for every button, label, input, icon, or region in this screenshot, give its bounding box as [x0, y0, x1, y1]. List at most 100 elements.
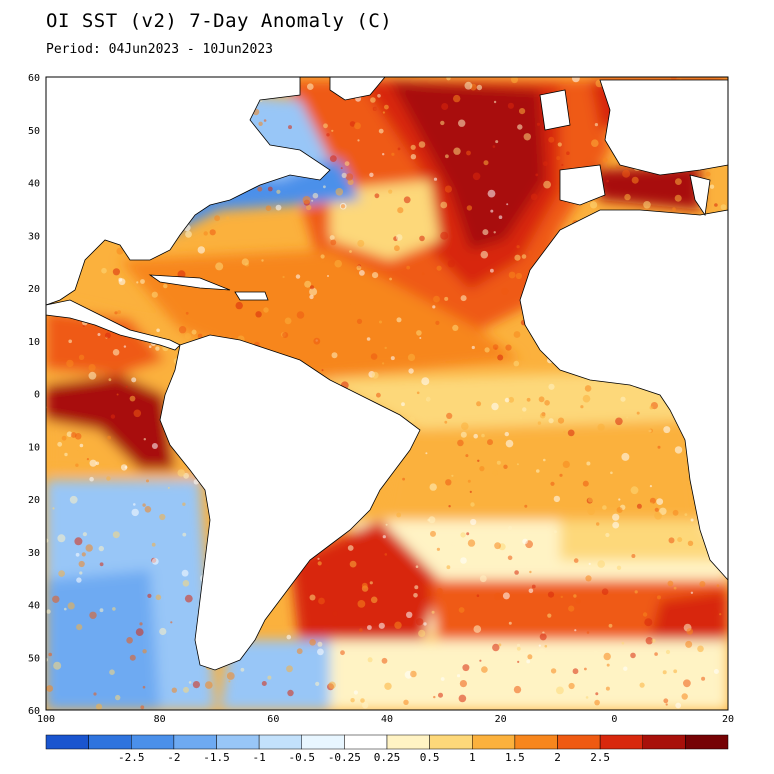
speckle — [309, 294, 314, 300]
colorbar-label: 0.5 — [420, 751, 440, 764]
speckle — [460, 295, 467, 302]
speckle — [78, 560, 85, 568]
speckle — [425, 452, 428, 455]
speckle — [331, 129, 334, 132]
lon-tick-label: 80 — [154, 714, 166, 725]
speckle — [99, 608, 104, 613]
speckle — [654, 511, 662, 520]
speckle — [461, 422, 469, 431]
speckle — [620, 396, 626, 402]
speckle — [615, 417, 623, 426]
speckle — [716, 584, 720, 587]
speckle — [182, 532, 187, 537]
speckle — [467, 539, 476, 547]
lon-tick-label: 100 — [37, 714, 55, 725]
speckle — [382, 535, 386, 539]
speckle — [621, 452, 630, 461]
speckle — [131, 377, 137, 383]
speckle — [684, 513, 688, 516]
speckle — [95, 703, 103, 710]
speckle — [470, 502, 475, 507]
speckle — [556, 686, 564, 695]
speckle — [384, 553, 388, 556]
speckle — [397, 207, 404, 214]
speckle — [543, 458, 546, 462]
speckle — [215, 262, 224, 271]
speckle — [139, 622, 143, 626]
speckle — [440, 120, 445, 126]
speckle — [68, 339, 72, 344]
speckle — [69, 495, 78, 504]
speckle — [586, 631, 590, 634]
speckle — [409, 416, 416, 423]
speckle — [261, 681, 267, 686]
speckle — [720, 204, 727, 211]
speckle — [568, 682, 575, 690]
colorbar-label: 0.25 — [374, 751, 401, 764]
speckle — [672, 509, 679, 516]
speckle — [673, 669, 678, 674]
speckle — [254, 280, 262, 287]
speckle — [663, 698, 669, 704]
speckle — [146, 479, 149, 483]
speckle — [310, 285, 314, 290]
speckle — [663, 426, 671, 434]
speckle — [462, 664, 470, 672]
speckle — [642, 612, 648, 617]
lat-tick-label: 60 — [28, 73, 40, 84]
speckle — [384, 682, 392, 690]
speckle — [498, 643, 502, 647]
speckle — [453, 94, 461, 103]
speckle — [531, 584, 536, 589]
speckle — [76, 577, 82, 583]
speckle — [282, 332, 289, 338]
speckle — [395, 234, 403, 241]
speckle — [99, 562, 104, 567]
speckle — [142, 649, 147, 654]
speckle — [120, 464, 128, 471]
colorbar-label: -2 — [167, 751, 180, 764]
speckle — [621, 641, 625, 645]
speckle — [574, 629, 577, 632]
speckle — [340, 167, 343, 170]
colorbar-label: -1 — [253, 751, 266, 764]
colorbar-swatch — [685, 734, 729, 750]
speckle — [504, 431, 509, 437]
speckle — [331, 352, 338, 359]
speckle — [123, 345, 127, 348]
speckle — [665, 649, 671, 655]
speckle — [501, 287, 509, 296]
speckle — [89, 301, 95, 307]
speckle — [626, 416, 629, 419]
speckle — [410, 670, 417, 678]
speckle — [508, 525, 513, 531]
speckle — [197, 246, 205, 254]
speckle — [79, 443, 84, 448]
speckle — [675, 178, 682, 186]
speckle — [385, 523, 388, 526]
speckle — [124, 465, 128, 469]
speckle — [639, 682, 645, 688]
speckle — [82, 532, 87, 537]
speckle — [295, 274, 301, 279]
speckle — [356, 265, 362, 271]
colorbar-swatch — [514, 734, 558, 750]
speckle — [74, 537, 83, 546]
speckle — [651, 638, 656, 643]
speckle — [675, 702, 682, 709]
colorbar-swatch — [642, 734, 686, 750]
africa — [519, 209, 729, 582]
speckle — [75, 463, 79, 467]
speckle — [517, 660, 520, 664]
iberia — [559, 164, 606, 206]
speckle — [112, 607, 116, 611]
latitude-axis: 60 50 40 30 20 10 0 10 20 30 40 50 60 — [28, 73, 40, 717]
speckle — [587, 497, 593, 503]
speckle — [433, 177, 438, 181]
colorbar-swatch — [131, 734, 175, 750]
lon-tick-label: 20 — [495, 714, 507, 725]
lat-tick-label: 10 — [28, 337, 40, 348]
speckle — [460, 557, 467, 564]
speckle — [267, 186, 273, 192]
speckle — [185, 311, 189, 315]
